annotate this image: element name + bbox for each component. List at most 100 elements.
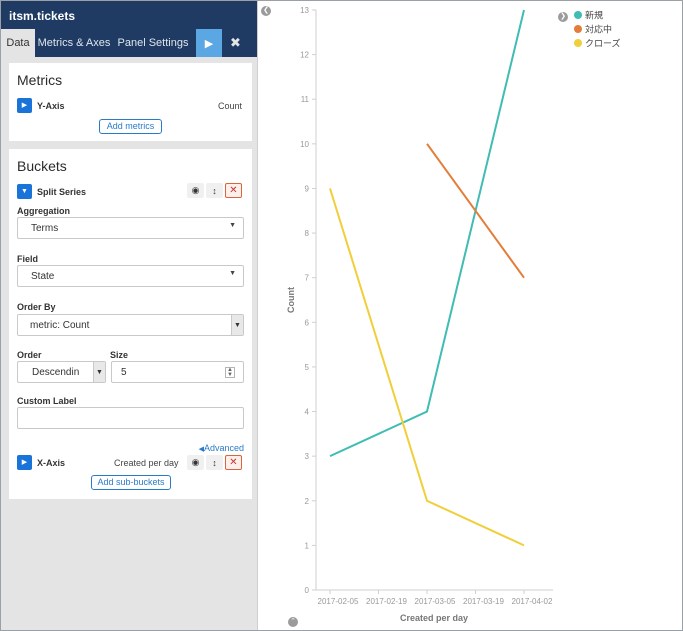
y-axis-label[interactable]: Y-Axis xyxy=(37,101,65,111)
field-value: State xyxy=(31,271,55,282)
collapse-sidebar-icon[interactable]: ❮ xyxy=(261,6,271,16)
legend-toggle-icon[interactable]: ❯ xyxy=(558,12,568,22)
spinner-icon[interactable]: ▲ ▼ xyxy=(225,367,235,378)
chevron-down-icon: ▼ xyxy=(93,362,105,382)
buckets-title: Buckets xyxy=(17,158,67,174)
legend-swatch xyxy=(574,39,582,47)
y-tick-label: 8 xyxy=(305,229,310,238)
y-tick-label: 13 xyxy=(300,6,309,15)
x-tick-label: 2017-03-19 xyxy=(463,597,504,606)
y-tick-label: 3 xyxy=(305,452,310,461)
x-tick-label: 2017-04-02 xyxy=(512,597,553,606)
x-tick-label: 2017-02-19 xyxy=(366,597,407,606)
y-tick-label: 11 xyxy=(301,95,310,104)
sidebar-tabs: Data Metrics & Axes Panel Settings ▶ ✖ xyxy=(1,29,257,57)
toggle-icon: ◉ xyxy=(191,457,200,467)
order-label: Order xyxy=(17,350,42,360)
buckets-section: Buckets ▼ Split Series ◉ ↕ ✕ Aggregation… xyxy=(9,149,252,499)
collapse-split-series-button[interactable]: ▼ xyxy=(17,184,32,199)
y-tick-label: 7 xyxy=(305,274,310,283)
reorder-x-axis-handle[interactable]: ↕ xyxy=(206,455,223,470)
order-select[interactable]: Descendin ▼ xyxy=(17,361,106,383)
custom-label-input[interactable] xyxy=(17,407,244,429)
x-tick-label: 2017-03-05 xyxy=(415,597,456,606)
series-line-2[interactable] xyxy=(329,188,525,547)
index-title: itsm.tickets xyxy=(1,1,257,29)
field-select[interactable]: State ▼ xyxy=(17,265,244,287)
play-icon: ▶ xyxy=(204,37,214,50)
tab-panel-settings[interactable]: Panel Settings xyxy=(117,37,189,49)
series-line-0[interactable] xyxy=(329,9,525,458)
size-value: 5 xyxy=(121,367,127,378)
aggregation-value: Terms xyxy=(31,223,59,234)
y-tick-label: 4 xyxy=(305,408,310,417)
expand-y-axis-button[interactable]: ▶ xyxy=(17,98,32,113)
y-axis-aggregation: Count xyxy=(217,101,242,111)
add-metrics-button[interactable]: Add metrics xyxy=(99,119,162,134)
chevron-down-icon: ▼ xyxy=(231,315,243,335)
tab-metrics-axes[interactable]: Metrics & Axes xyxy=(37,37,111,49)
aggregation-select[interactable]: Terms ▼ xyxy=(17,217,244,239)
caret-right-icon: ▶ xyxy=(21,459,28,466)
close-icon: ✕ xyxy=(229,457,238,468)
legend-label[interactable]: 対応中 xyxy=(585,24,612,36)
y-tick-label: 0 xyxy=(305,586,310,595)
chart-lines xyxy=(329,9,525,547)
add-sub-buckets-button[interactable]: Add sub-buckets xyxy=(91,475,171,490)
y-tick-label: 9 xyxy=(305,184,310,193)
x-tick-label: 2017-02-05 xyxy=(318,597,359,606)
legend-label[interactable]: 新規 xyxy=(585,10,603,22)
chevron-down-icon: ▼ xyxy=(229,222,236,229)
chevron-down-icon: ▼ xyxy=(229,270,236,277)
expand-x-axis-button[interactable]: ▶ xyxy=(17,455,32,470)
expand-spy-panel-icon[interactable]: ⌃ xyxy=(288,617,298,627)
x-axis-aggregation: Created per day xyxy=(114,458,179,468)
y-tick-label: 6 xyxy=(305,318,310,327)
order-by-select[interactable]: metric: Count ▼ xyxy=(17,314,244,336)
legend-swatch xyxy=(574,25,582,33)
y-tick-label: 1 xyxy=(305,541,310,550)
caret-down-icon: ▼ xyxy=(21,188,28,195)
caret-right-icon: ▶ xyxy=(21,102,28,109)
remove-x-axis-button[interactable]: ✕ xyxy=(225,455,242,470)
series-line-1[interactable] xyxy=(426,143,525,279)
legend-swatch xyxy=(574,11,582,19)
caret-left-icon: ◀ xyxy=(198,446,204,453)
vertical-arrows-icon: ↕ xyxy=(212,185,217,196)
y-tick-label: 5 xyxy=(305,363,310,372)
close-icon: ✖ xyxy=(230,35,241,50)
order-by-label: Order By xyxy=(17,302,56,312)
split-series-label[interactable]: Split Series xyxy=(37,187,87,197)
remove-split-series-button[interactable]: ✕ xyxy=(225,183,242,198)
apply-changes-button[interactable]: ▶ xyxy=(196,29,222,57)
toggle-icon: ◉ xyxy=(191,185,200,195)
x-axis-title: Created per day xyxy=(400,613,468,623)
toggle-x-axis-button[interactable]: ◉ xyxy=(187,455,204,470)
tab-data[interactable]: Data xyxy=(1,29,35,57)
y-axis-title: Count xyxy=(286,287,296,313)
vertical-arrows-icon: ↕ xyxy=(212,457,217,468)
size-input[interactable]: 5 ▲ ▼ xyxy=(111,361,244,383)
y-tick-label: 12 xyxy=(300,51,309,60)
order-by-value: metric: Count xyxy=(30,320,90,331)
discard-changes-button[interactable]: ✖ xyxy=(222,29,249,57)
metrics-section: Metrics ▶ Y-Axis Count Add metrics xyxy=(9,63,252,141)
aggregation-label: Aggregation xyxy=(17,206,70,216)
toggle-split-series-button[interactable]: ◉ xyxy=(187,183,204,198)
custom-label-label: Custom Label xyxy=(17,396,77,406)
x-axis: 2017-02-05 2017-02-19 2017-03-05 2017-03-19… xyxy=(316,589,553,606)
reorder-split-series-handle[interactable]: ↕ xyxy=(206,183,223,198)
metrics-title: Metrics xyxy=(17,72,63,88)
advanced-link[interactable]: ◀Advanced xyxy=(199,443,244,453)
x-axis-label[interactable]: X-Axis xyxy=(37,458,66,468)
order-value: Descendin xyxy=(32,367,80,378)
field-label: Field xyxy=(17,254,39,264)
y-tick-label: 2 xyxy=(305,497,310,506)
legend-label[interactable]: クローズ xyxy=(585,38,621,50)
advanced-link-label: Advanced xyxy=(203,443,244,453)
y-tick-label: 10 xyxy=(300,140,309,149)
size-label: Size xyxy=(110,350,129,360)
